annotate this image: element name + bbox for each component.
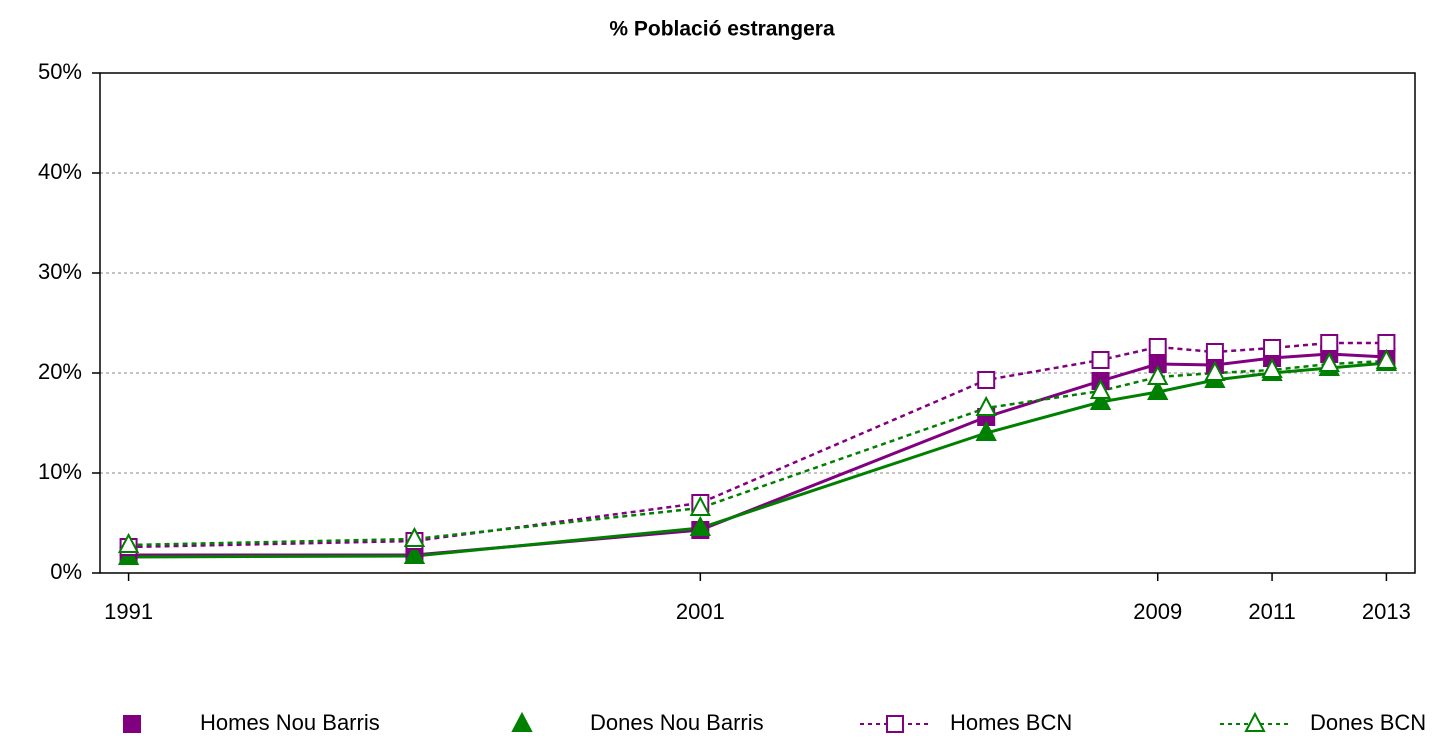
legend-label: Dones Nou Barris bbox=[590, 710, 764, 735]
y-tick-label: 0% bbox=[50, 559, 82, 584]
y-tick-label: 30% bbox=[38, 259, 82, 284]
series-line bbox=[128, 341, 1387, 549]
data-point bbox=[1375, 348, 1398, 369]
series-line bbox=[128, 359, 1387, 547]
data-point bbox=[689, 495, 711, 516]
x-tick-label: 2011 bbox=[1248, 599, 1295, 624]
legend-label: Dones BCN bbox=[1310, 710, 1426, 735]
data-point bbox=[1320, 334, 1339, 352]
data-point bbox=[1318, 351, 1340, 372]
x-tick-label: 2013 bbox=[1362, 599, 1411, 624]
legend-symbol bbox=[1244, 711, 1266, 732]
data-point bbox=[403, 543, 426, 564]
data-point bbox=[975, 420, 997, 441]
data-point bbox=[1147, 379, 1169, 400]
x-tick-label: 2009 bbox=[1133, 599, 1182, 624]
legend-symbol bbox=[123, 715, 141, 733]
y-tick-label: 20% bbox=[38, 359, 82, 384]
y-tick-label: 10% bbox=[38, 459, 82, 484]
series-line bbox=[128, 361, 1387, 559]
x-tick-label: 1991 bbox=[104, 599, 153, 624]
x-tick-label: 2001 bbox=[676, 599, 725, 624]
y-tick-label: 50% bbox=[38, 59, 82, 84]
data-point bbox=[1204, 360, 1226, 381]
data-point bbox=[1089, 389, 1112, 410]
chart-title: % Població estrangera bbox=[609, 18, 835, 41]
data-point bbox=[117, 532, 140, 553]
data-point bbox=[975, 395, 997, 416]
data-point bbox=[403, 526, 426, 547]
legend-symbol bbox=[511, 711, 533, 732]
data-point bbox=[977, 371, 996, 389]
data-point bbox=[1147, 364, 1169, 385]
data-point bbox=[689, 515, 711, 536]
legend-symbol bbox=[886, 715, 904, 733]
plot-frame bbox=[99, 72, 1416, 574]
data-point bbox=[1205, 343, 1224, 361]
data-point bbox=[1377, 334, 1396, 352]
legend-label: Homes BCN bbox=[950, 710, 1072, 735]
data-point bbox=[1091, 351, 1110, 369]
data-point bbox=[1261, 357, 1283, 378]
data-point bbox=[1148, 338, 1167, 356]
data-point bbox=[1263, 339, 1282, 357]
data-point bbox=[1089, 378, 1112, 399]
legend-label: Homes Nou Barris bbox=[200, 710, 380, 735]
y-tick-label: 40% bbox=[38, 159, 82, 184]
